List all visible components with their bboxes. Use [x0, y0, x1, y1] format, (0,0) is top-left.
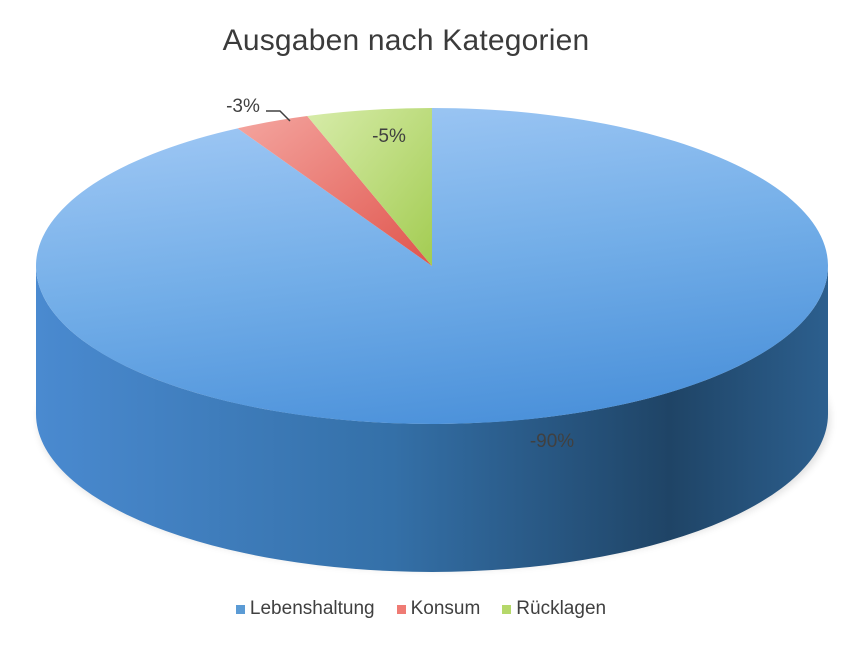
pie-side-wall — [36, 266, 828, 572]
legend-item-ruecklagen: Rücklagen — [502, 598, 606, 620]
legend-swatch-konsum — [396, 604, 406, 614]
data-label-ruecklagen: -5% — [372, 126, 406, 147]
legend-label-ruecklagen: Rücklagen — [516, 598, 607, 619]
legend-item-konsum: Konsum — [396, 598, 481, 620]
legend-item-lebenshaltung: Lebenshaltung — [235, 598, 375, 620]
konsum-leader-line — [266, 110, 291, 122]
legend-label-lebenshaltung: Lebenshaltung — [249, 598, 375, 619]
data-label-konsum: -3% — [226, 96, 260, 117]
legend-label-konsum: Konsum — [410, 598, 481, 619]
legend-swatch-lebenshaltung — [235, 604, 245, 614]
pie-data-labels: -90% -5% -3% — [226, 96, 574, 452]
data-label-lebenshaltung: -90% — [530, 431, 574, 452]
pie-slice-ruecklagen — [307, 108, 432, 266]
pie-slice-lebenshaltung — [35, 108, 828, 425]
legend-swatch-ruecklagen — [502, 604, 512, 614]
chart-legend: Lebenshaltung Konsum Rücklagen — [0, 598, 842, 620]
pie-slices — [35, 108, 828, 425]
chart-title: Ausgaben nach Kategorien — [222, 24, 590, 57]
pie-slice-konsum — [237, 116, 432, 266]
